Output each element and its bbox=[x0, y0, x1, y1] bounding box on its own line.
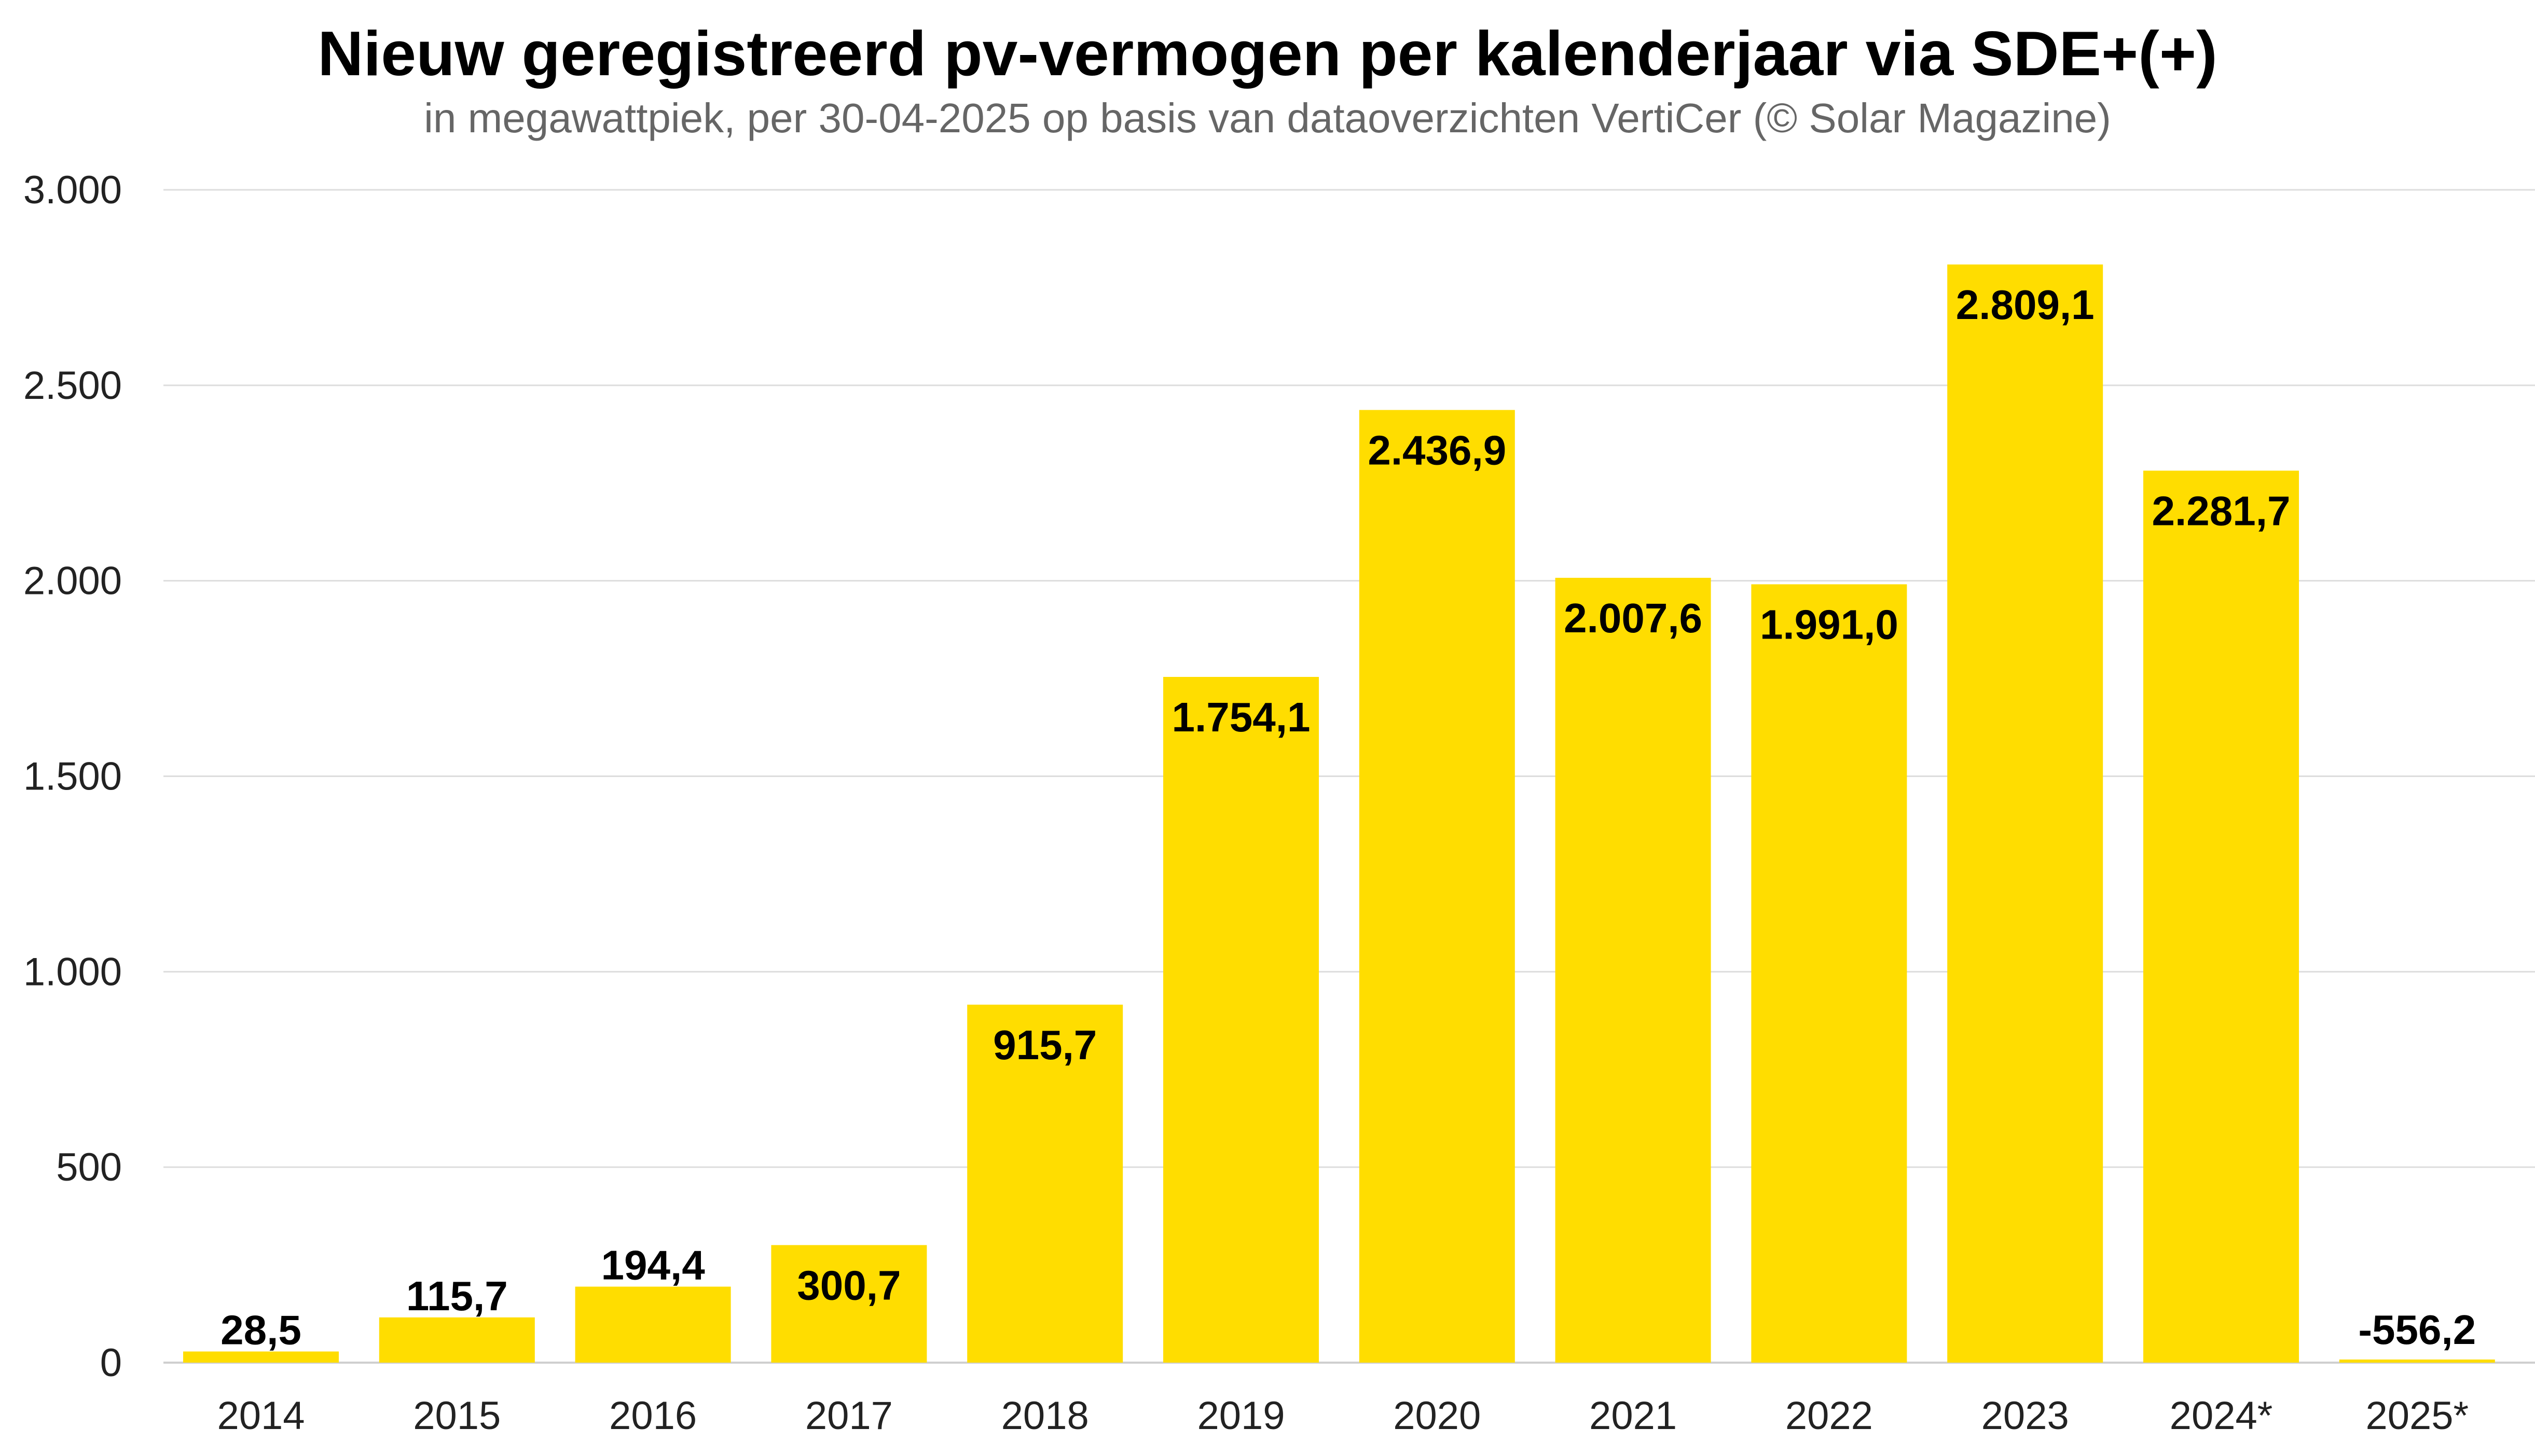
chart-subtitle: in megawattpiek, per 30-04-2025 op basis… bbox=[424, 95, 2111, 141]
y-axis: 0 500 1.000 1.500 2.000 2.500 3.000 bbox=[23, 168, 122, 1385]
y-tick-label: 3.000 bbox=[23, 168, 122, 212]
bar bbox=[575, 1286, 731, 1363]
x-axis: 2014 2015 2016 2017 2018 2019 2020 2021 2022 2023… bbox=[217, 1394, 2469, 1438]
bar bbox=[1163, 676, 1319, 1363]
data-label: 915,7 bbox=[993, 1022, 1097, 1068]
data-label: 115,7 bbox=[406, 1273, 508, 1319]
x-tick-label: 2024* bbox=[2170, 1394, 2273, 1438]
bars bbox=[183, 264, 2495, 1363]
chart-title: Nieuw geregistreerd pv-vermogen per kale… bbox=[318, 18, 2217, 89]
x-tick-label: 2017 bbox=[805, 1394, 893, 1438]
gridlines bbox=[163, 189, 2535, 1364]
x-tick-label: 2014 bbox=[217, 1394, 305, 1438]
bar bbox=[1751, 584, 1907, 1363]
x-tick-label: 2019 bbox=[1197, 1394, 1285, 1438]
data-labels: 28,5 115,7 194,4 300,7 915,7 1.754,1 2.436,9 2.… bbox=[221, 282, 2476, 1353]
x-tick-label: 2020 bbox=[1393, 1394, 1481, 1438]
bar bbox=[2339, 1360, 2495, 1363]
data-label: 300,7 bbox=[797, 1262, 901, 1308]
data-label: 2.809,1 bbox=[1956, 282, 2095, 328]
data-label: 2.436,9 bbox=[1368, 427, 1506, 473]
bar bbox=[2143, 470, 2299, 1363]
data-label: 2.281,7 bbox=[2152, 488, 2291, 534]
y-tick-label: 0 bbox=[100, 1341, 122, 1385]
bar bbox=[1359, 410, 1515, 1363]
x-tick-label: 2021 bbox=[1589, 1394, 1677, 1438]
data-label: 1.754,1 bbox=[1172, 694, 1311, 740]
y-tick-label: 1.500 bbox=[23, 755, 122, 799]
data-label: -556,2 bbox=[2358, 1307, 2476, 1353]
x-tick-label: 2018 bbox=[1001, 1394, 1089, 1438]
bar bbox=[967, 1004, 1123, 1363]
y-tick-label: 2.500 bbox=[23, 364, 122, 408]
x-tick-label: 2023 bbox=[1981, 1394, 2069, 1438]
data-label: 194,4 bbox=[601, 1242, 705, 1288]
x-tick-label: 2015 bbox=[413, 1394, 501, 1438]
x-tick-label: 2022 bbox=[1785, 1394, 1873, 1438]
bar bbox=[1555, 577, 1711, 1363]
y-tick-label: 1.000 bbox=[23, 950, 122, 994]
bar bbox=[1947, 264, 2103, 1363]
x-tick-label: 2025* bbox=[2365, 1394, 2469, 1438]
x-tick-label: 2016 bbox=[609, 1394, 697, 1438]
y-tick-label: 500 bbox=[56, 1145, 122, 1189]
bar bbox=[183, 1351, 339, 1363]
data-label: 28,5 bbox=[221, 1307, 301, 1353]
data-label: 2.007,6 bbox=[1564, 595, 1702, 641]
y-tick-label: 2.000 bbox=[23, 559, 122, 603]
bar bbox=[379, 1317, 535, 1363]
bar bbox=[771, 1245, 927, 1363]
data-label: 1.991,0 bbox=[1760, 601, 1898, 647]
